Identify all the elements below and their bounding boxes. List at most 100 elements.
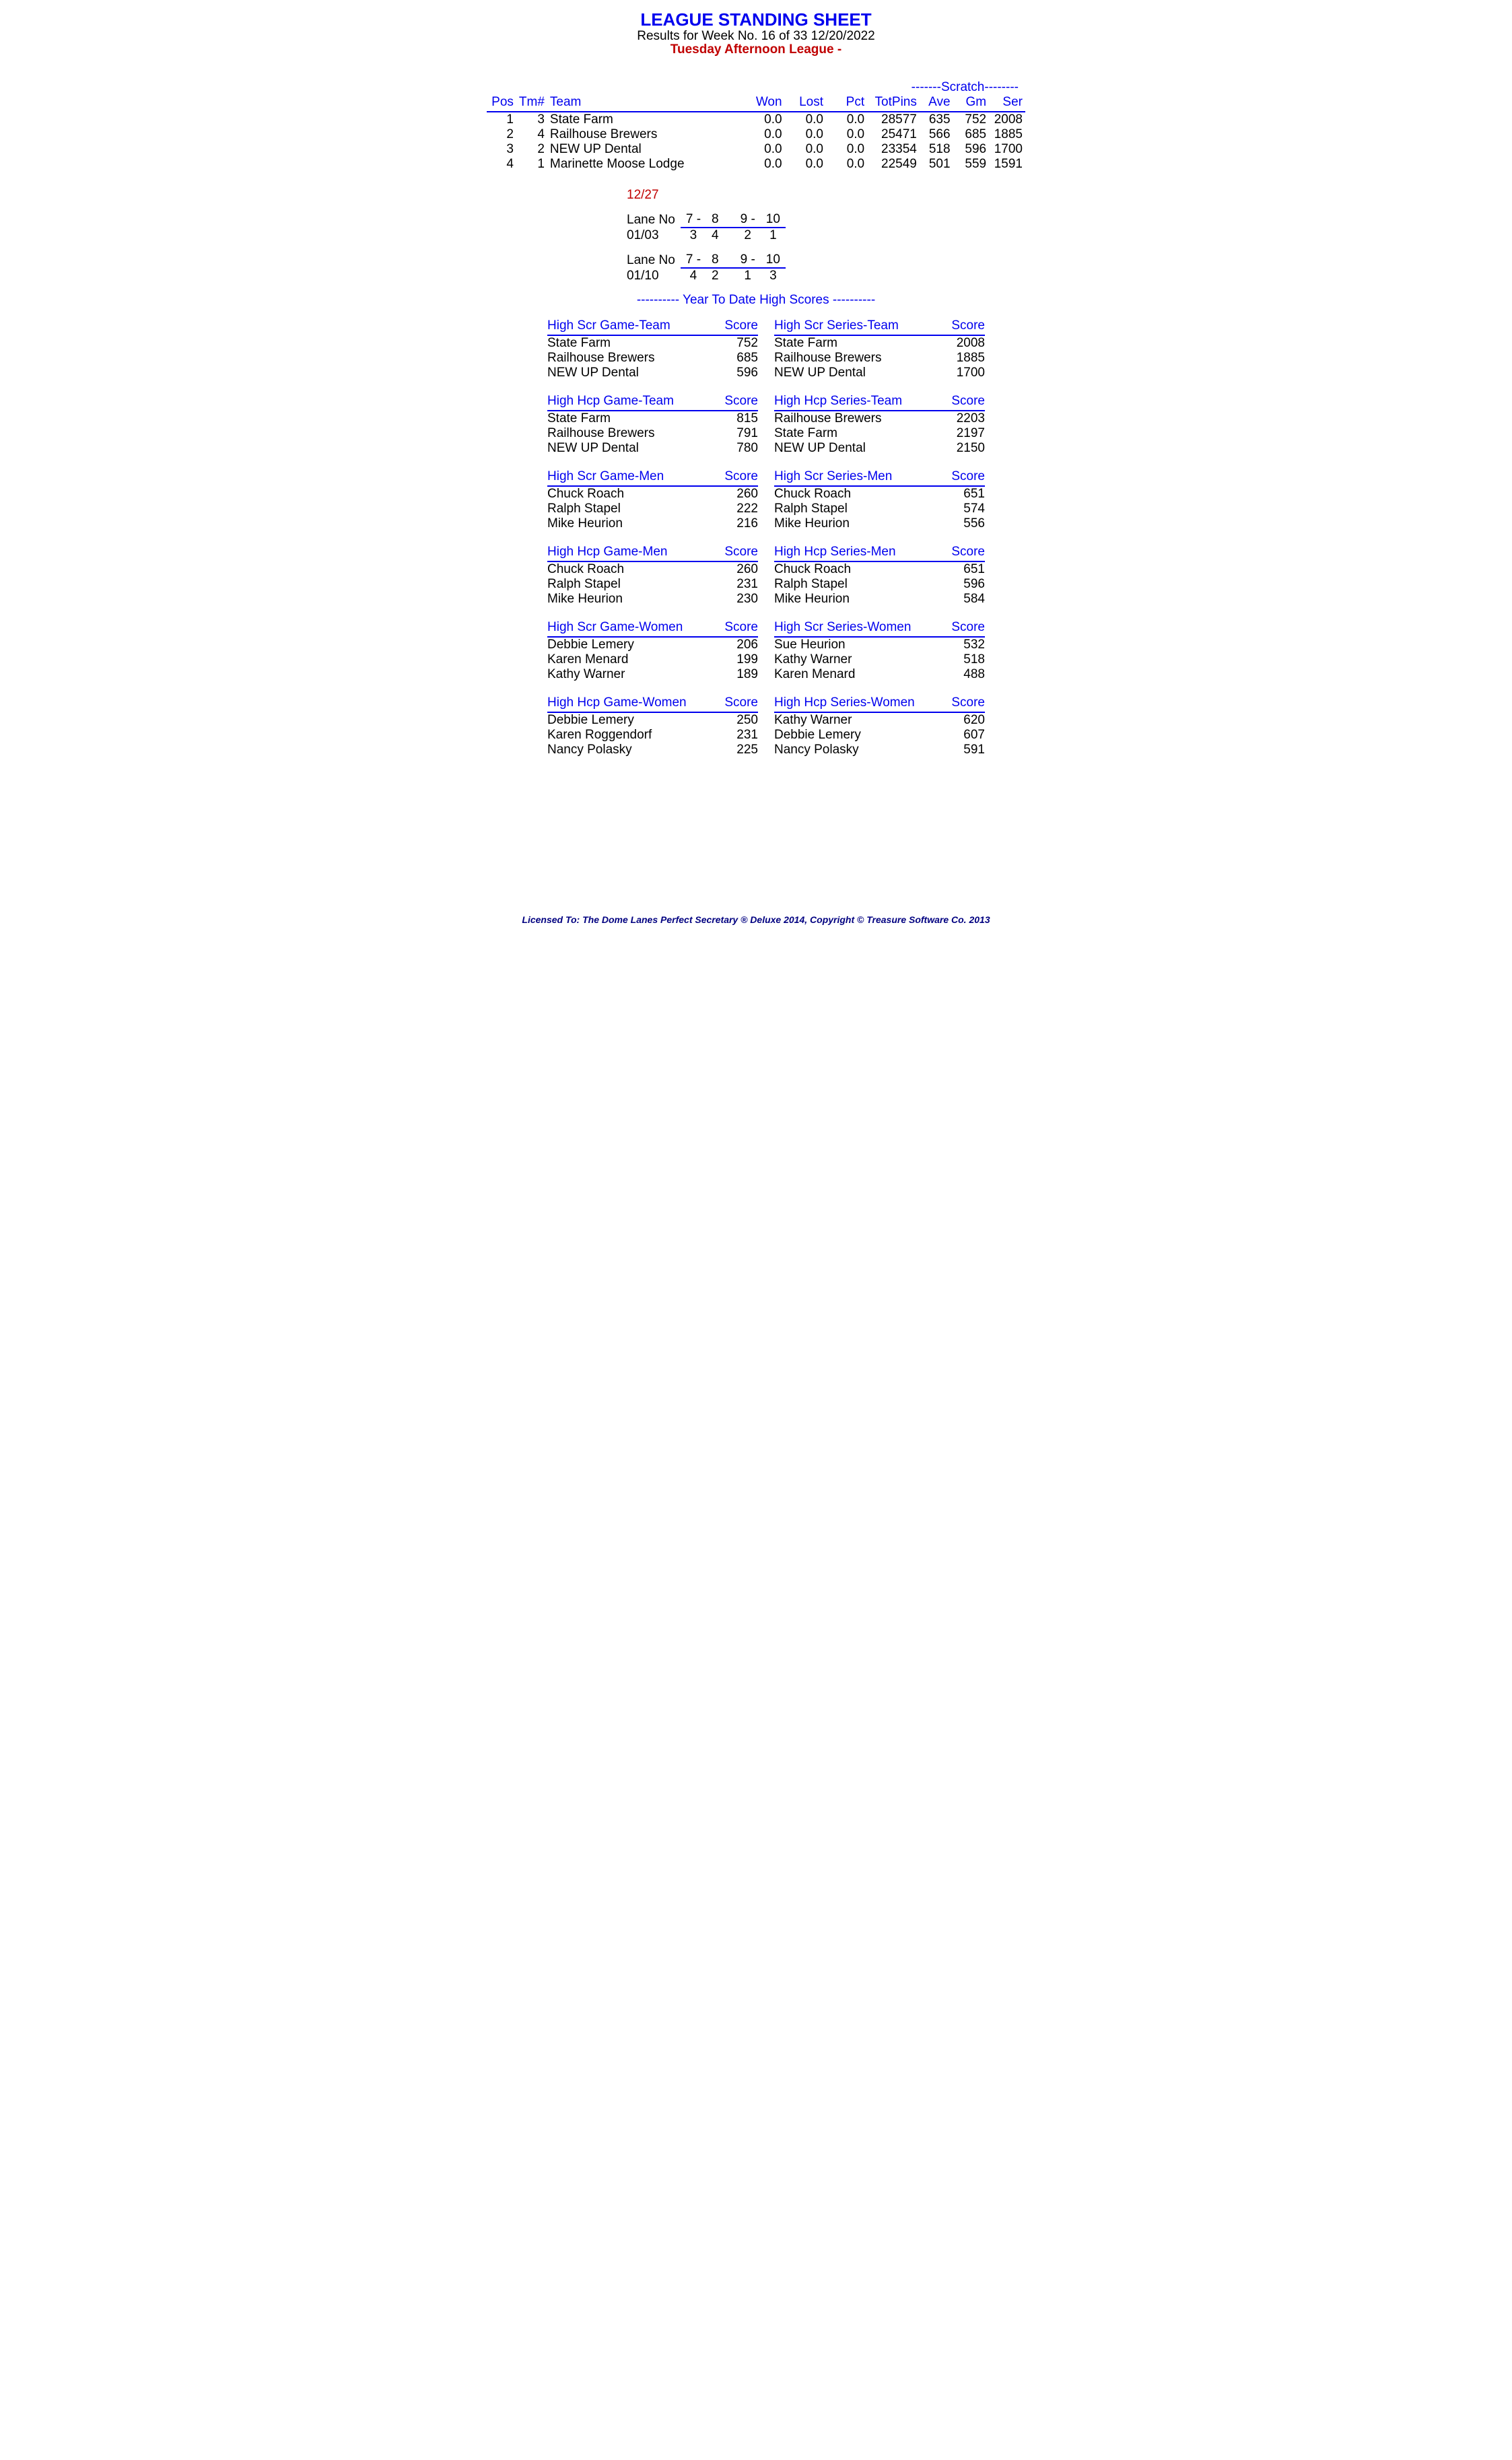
score-label: Score bbox=[951, 545, 985, 559]
cell-lost: 0.0 bbox=[785, 127, 826, 142]
score-row: Chuck Roach651 bbox=[774, 562, 985, 577]
score-value: 2197 bbox=[957, 426, 985, 441]
cell-won: 0.0 bbox=[747, 112, 785, 127]
score-value: 189 bbox=[736, 667, 758, 682]
cell-won: 0.0 bbox=[747, 127, 785, 142]
score-value: 231 bbox=[736, 577, 758, 592]
lane-team: 3 bbox=[761, 268, 786, 283]
cell-team: State Farm bbox=[547, 112, 747, 127]
block-title: High Scr Game-Women bbox=[547, 620, 683, 635]
score-label: Score bbox=[724, 318, 758, 333]
standings-table: -------Scratch-------- Pos Tm# Team Won … bbox=[487, 80, 1025, 172]
score-name: State Farm bbox=[547, 336, 611, 351]
score-label: Score bbox=[951, 318, 985, 333]
cell-totpins: 28577 bbox=[867, 112, 920, 127]
score-name: Mike Heurion bbox=[774, 592, 850, 607]
score-value: 2150 bbox=[957, 441, 985, 456]
score-block: High Hcp Series-MenScoreChuck Roach651Ra… bbox=[774, 545, 985, 607]
score-name: Karen Roggendorf bbox=[547, 728, 652, 743]
cell-gm: 596 bbox=[953, 142, 990, 157]
col-totpins: TotPins bbox=[867, 95, 920, 112]
score-value: 596 bbox=[963, 577, 985, 592]
cell-ave: 566 bbox=[920, 127, 953, 142]
score-value: 2203 bbox=[957, 411, 985, 426]
score-value: 230 bbox=[736, 592, 758, 607]
score-block: High Hcp Game-MenScoreChuck Roach260Ralp… bbox=[547, 545, 758, 607]
score-value: 752 bbox=[736, 336, 758, 351]
score-value: 574 bbox=[963, 502, 985, 516]
score-row: Kathy Warner518 bbox=[774, 652, 985, 667]
score-value: 216 bbox=[736, 516, 758, 531]
block-title: High Hcp Series-Team bbox=[774, 394, 902, 409]
score-label: Score bbox=[951, 469, 985, 484]
lane-team: 4 bbox=[706, 228, 724, 243]
score-block: High Scr Series-MenScoreChuck Roach651Ra… bbox=[774, 469, 985, 531]
score-value: 260 bbox=[736, 487, 758, 502]
cell-tm: 3 bbox=[516, 112, 547, 127]
lane-col: 7 - bbox=[681, 252, 706, 268]
score-row: Railhouse Brewers791 bbox=[547, 426, 758, 441]
score-name: Kathy Warner bbox=[774, 713, 852, 728]
score-row: Kathy Warner189 bbox=[547, 667, 758, 682]
score-row: Chuck Roach651 bbox=[774, 487, 985, 502]
score-row: Chuck Roach 260 bbox=[547, 487, 758, 502]
score-row: Debbie Lemery250 bbox=[547, 713, 758, 728]
score-name: NEW UP Dental bbox=[774, 441, 866, 456]
report-subtitle: Results for Week No. 16 of 33 12/20/2022 bbox=[487, 29, 1025, 44]
high-score-blocks: High Scr Game-TeamScoreState Farm752Rail… bbox=[487, 318, 1025, 757]
lane-col: 9 - bbox=[724, 252, 761, 268]
score-value: 206 bbox=[736, 638, 758, 652]
block-title: High Hcp Game-Team bbox=[547, 394, 674, 409]
score-label: Score bbox=[951, 620, 985, 635]
standings-header-row: Pos Tm# Team Won Lost Pct TotPins Ave Gm… bbox=[487, 95, 1025, 112]
block-title: High Scr Series-Women bbox=[774, 620, 911, 635]
lane-team: 3 bbox=[681, 228, 706, 243]
score-value: 532 bbox=[963, 638, 985, 652]
lane-team: 1 bbox=[761, 228, 786, 243]
score-row: Debbie Lemery206 bbox=[547, 638, 758, 652]
lane-col: 10 bbox=[761, 252, 786, 268]
block-header: High Scr Series-Women Score bbox=[774, 620, 985, 638]
cell-ser: 1885 bbox=[989, 127, 1025, 142]
cell-tm: 2 bbox=[516, 142, 547, 157]
score-row: NEW UP Dental780 bbox=[547, 441, 758, 456]
cell-team: Marinette Moose Lodge bbox=[547, 157, 747, 172]
score-row: Karen Roggendorf231 bbox=[547, 728, 758, 743]
score-name: Railhouse Brewers bbox=[774, 411, 881, 426]
score-value: 1885 bbox=[957, 351, 985, 366]
score-label: Score bbox=[724, 394, 758, 409]
score-value: 225 bbox=[736, 743, 758, 757]
score-block: High Hcp Series-TeamScoreRailhouse Brewe… bbox=[774, 394, 985, 456]
block-header: High Hcp Series-WomenScore bbox=[774, 695, 985, 713]
no-league-date: 12/27 bbox=[627, 188, 1025, 203]
score-name: Mike Heurion bbox=[547, 592, 623, 607]
cell-gm: 559 bbox=[953, 157, 990, 172]
score-name: Mike Heurion bbox=[774, 516, 850, 531]
lane-col: 9 - bbox=[724, 212, 761, 228]
block-title: High Hcp Game-Men bbox=[547, 545, 667, 559]
score-row: Nancy Polasky591 bbox=[774, 743, 985, 757]
score-label: Score bbox=[951, 695, 985, 710]
block-header: High Scr Series-MenScore bbox=[774, 469, 985, 487]
block-header: High Scr Game-MenScore bbox=[547, 469, 758, 487]
lane-col: 7 - bbox=[681, 212, 706, 228]
score-row: Karen Menard199 bbox=[547, 652, 758, 667]
block-header: High Hcp Game-WomenScore bbox=[547, 695, 758, 713]
score-block: High Scr Series-TeamScoreState Farm2008R… bbox=[774, 318, 985, 380]
score-name: Debbie Lemery bbox=[774, 728, 861, 743]
score-value: 584 bbox=[963, 592, 985, 607]
lane-label: Lane No bbox=[627, 212, 681, 228]
score-value: 488 bbox=[963, 667, 985, 682]
lane-row: 01/104213 bbox=[627, 268, 786, 283]
score-name: Railhouse Brewers bbox=[547, 426, 654, 441]
score-row: Mike Heurion216 bbox=[547, 516, 758, 531]
cell-lost: 0.0 bbox=[785, 112, 826, 127]
score-value: 222 bbox=[736, 502, 758, 516]
score-row: State Farm815 bbox=[547, 411, 758, 426]
cell-team: NEW UP Dental bbox=[547, 142, 747, 157]
cell-totpins: 22549 bbox=[867, 157, 920, 172]
lane-block: Lane No7 -89 -1001/033421 bbox=[627, 212, 1025, 243]
score-row: Mike Heurion 230 bbox=[547, 592, 758, 607]
score-name: Chuck Roach bbox=[547, 487, 624, 502]
score-block: High Scr Game-WomenScoreDebbie Lemery206… bbox=[547, 620, 758, 682]
